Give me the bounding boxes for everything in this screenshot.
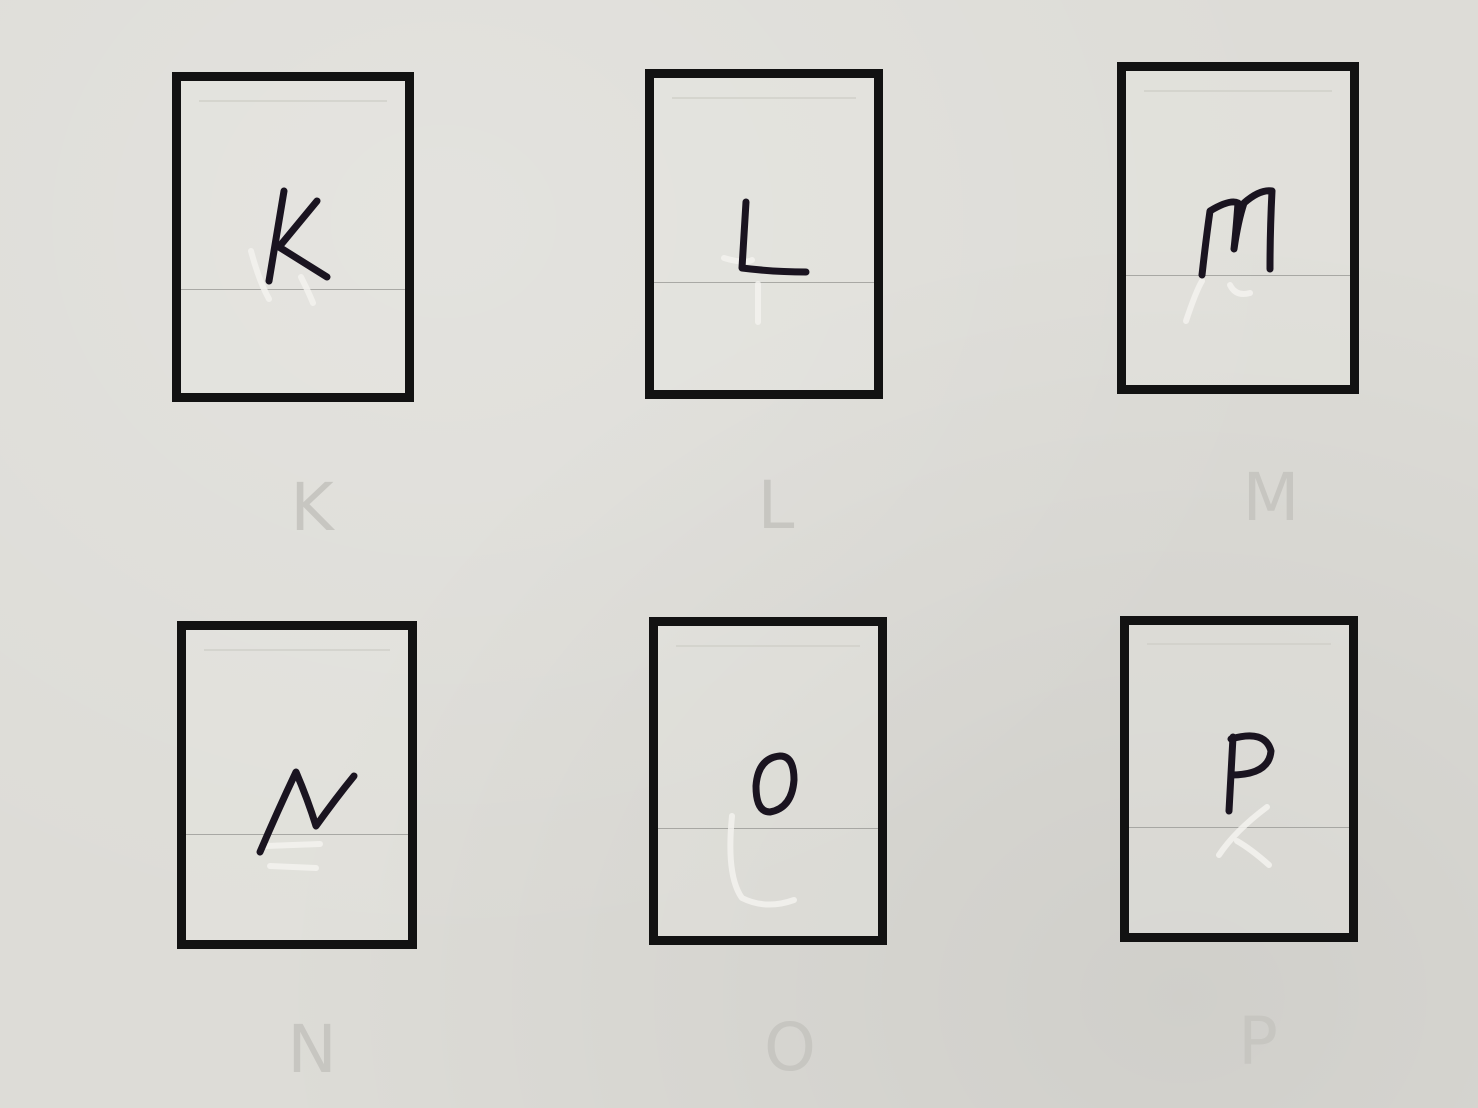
- printed-letter-p: P: [1238, 1003, 1278, 1080]
- baseline-guide: [186, 834, 408, 835]
- letter-box-o: O: [649, 617, 887, 945]
- baseline-guide: [654, 282, 874, 283]
- emboss-impression: [1183, 278, 1253, 324]
- handwritten-k-strokes: [265, 187, 331, 285]
- printed-letter-m: M: [1242, 459, 1300, 536]
- emboss-impression: [263, 841, 323, 871]
- printed-letter-k: K: [290, 469, 334, 546]
- letter-box-l: L: [645, 69, 883, 399]
- printed-letter-l: L: [757, 467, 795, 544]
- baseline-guide: [658, 828, 878, 829]
- emboss-impression: [248, 248, 316, 306]
- handwritten-m-strokes: [1198, 187, 1276, 279]
- printed-letter-n: N: [287, 1011, 337, 1088]
- handwritten-l-strokes: [738, 198, 810, 276]
- letter-box-n: N: [177, 621, 417, 949]
- faint-guide-line: [198, 99, 388, 102]
- printed-letter-o: O: [764, 1009, 816, 1086]
- baseline-guide: [1126, 275, 1350, 276]
- faint-guide-line: [675, 644, 861, 647]
- letter-box-p: P: [1120, 616, 1358, 942]
- faint-guide-line: [1143, 89, 1333, 92]
- faint-guide-line: [671, 96, 857, 99]
- emboss-impression: [727, 813, 797, 908]
- handwritten-o-strokes: [752, 752, 798, 816]
- faint-guide-line: [203, 648, 391, 651]
- faint-guide-line: [1146, 643, 1332, 646]
- emboss-impression: [1216, 804, 1272, 868]
- letter-box-m: M: [1117, 62, 1359, 394]
- letter-box-k: K: [172, 72, 414, 402]
- baseline-guide: [181, 289, 405, 290]
- handwritten-p-strokes: [1225, 732, 1275, 815]
- handwritten-n-strokes: [256, 768, 358, 856]
